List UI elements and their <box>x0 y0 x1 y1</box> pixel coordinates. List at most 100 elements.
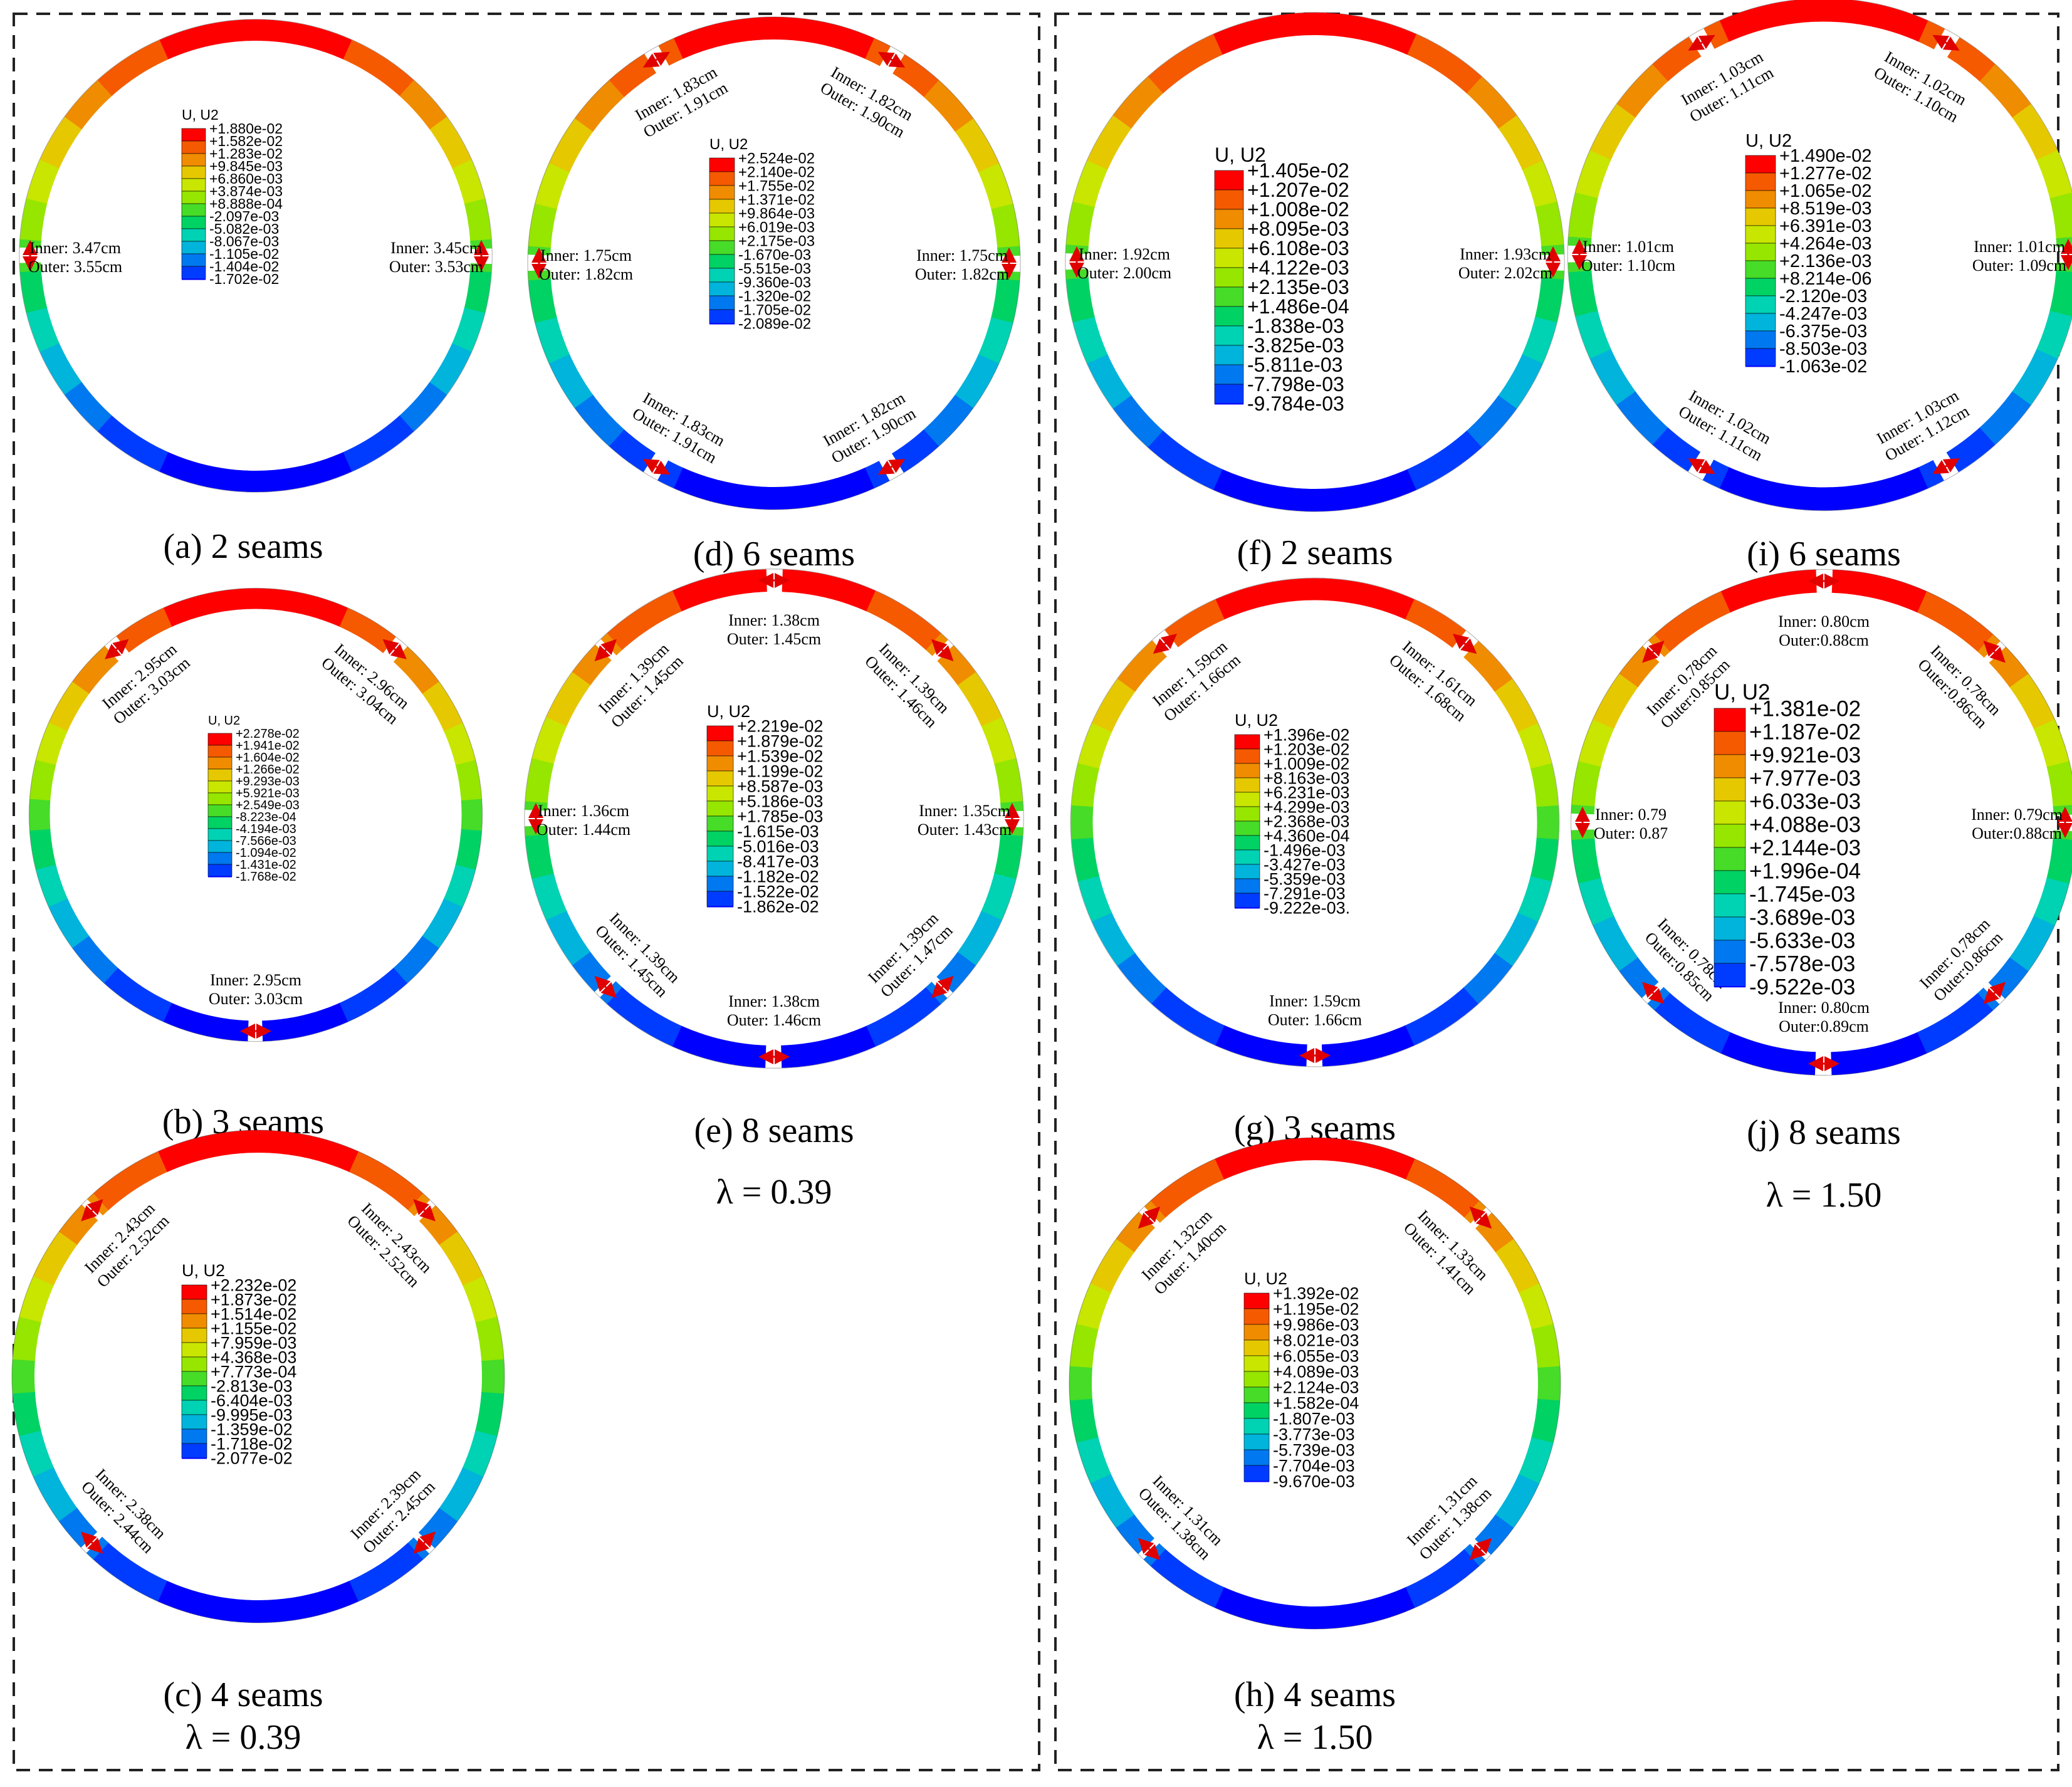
ring-segment <box>1573 301 1598 317</box>
ring-segment <box>1779 1 1792 26</box>
ring-segment <box>1847 485 1860 510</box>
legend-swatch <box>706 846 734 862</box>
ring-segment <box>1727 469 1745 495</box>
ring-segment <box>1599 929 1625 949</box>
ring-segment <box>21 1299 46 1315</box>
ring-segment <box>1633 76 1657 99</box>
legend-value: -7.798e-03 <box>1247 373 1344 396</box>
ring-segment <box>123 55 143 78</box>
ring-segment <box>1329 488 1341 511</box>
ring-segment <box>2033 142 2058 161</box>
ring-segment <box>318 1008 333 1031</box>
ring-segment <box>552 360 577 379</box>
ring-segment <box>582 963 606 986</box>
ring-segment <box>85 85 107 107</box>
ring-segment <box>1572 845 1597 858</box>
ring-segment <box>819 480 834 505</box>
ring-segment <box>1384 24 1401 50</box>
ring-segment <box>2022 930 2048 950</box>
legend-swatch <box>1214 189 1244 210</box>
ring-segment <box>970 693 995 713</box>
ring-segment <box>1524 1299 1549 1316</box>
ring-segment <box>1674 1007 1696 1032</box>
ring-segment <box>448 343 472 360</box>
ring-segment <box>1504 1253 1529 1273</box>
ring-segment <box>1090 360 1115 379</box>
ring-segment <box>1376 478 1392 503</box>
ring-segment <box>857 468 874 492</box>
ring-segment <box>1895 473 1912 499</box>
legend-value: +4.089e-03 <box>1273 1362 1359 1381</box>
ring-segment <box>577 657 601 679</box>
ring-segment <box>1519 1283 1544 1301</box>
ring-segment <box>952 951 976 973</box>
ring-segment <box>189 1591 204 1616</box>
ring-segment <box>479 1400 503 1412</box>
ring-segment <box>1160 440 1182 464</box>
ring-segment <box>273 1130 285 1155</box>
ring-segment <box>142 614 160 637</box>
legend-value: +1.396e-02 <box>1264 725 1349 744</box>
ring-segment <box>365 622 384 645</box>
ring-segment <box>1578 752 1604 767</box>
ring-segment <box>664 1022 682 1047</box>
ring-segment <box>91 409 112 432</box>
legend-value: -9.360e-03 <box>738 274 811 291</box>
ring-segment <box>1522 160 1547 178</box>
seam-inner-opening: Inner: 1.75cm <box>540 246 632 265</box>
ring-segment <box>1574 861 1599 875</box>
legend-value: -5.739e-03 <box>1273 1440 1355 1459</box>
seam-opening-arrow <box>642 459 671 475</box>
legend-value: -1.670e-03 <box>738 246 811 263</box>
ring-segment <box>998 842 1022 854</box>
ring-segment <box>1604 687 1630 708</box>
legend-swatch <box>182 1457 207 1459</box>
ring-segment <box>459 1467 484 1486</box>
ring-segment <box>1910 587 1928 613</box>
ring-segment <box>1095 706 1119 725</box>
ring-segment <box>443 891 466 908</box>
ring-segment <box>1154 65 1176 88</box>
ring-segment <box>444 722 466 739</box>
legend-swatch <box>706 800 734 817</box>
ring-segment <box>626 1001 647 1025</box>
ring-segment <box>1665 437 1687 462</box>
ring-segment <box>1212 469 1230 494</box>
ring-segment <box>1494 946 1517 967</box>
ring-segment <box>526 774 551 787</box>
ring-segment <box>1376 1147 1392 1171</box>
ring-segment <box>1075 867 1100 882</box>
ring-segment <box>1087 152 1112 170</box>
ring-segment <box>1493 395 1517 417</box>
ring-segment <box>184 1010 199 1033</box>
ring-segment <box>1175 50 1196 74</box>
ring-segment <box>1910 467 1928 493</box>
ring-segment <box>1535 201 1559 216</box>
ring-segment <box>1769 482 1784 507</box>
ring-segment <box>1163 1558 1184 1583</box>
legend-swatch <box>706 740 734 757</box>
ring-segment <box>186 597 200 619</box>
legend-swatch <box>1234 864 1260 879</box>
ring-segment <box>713 480 728 505</box>
ring-segment <box>528 857 552 871</box>
ring-segment <box>1895 11 1913 36</box>
ring-segment <box>1937 1017 1958 1042</box>
ring-segment <box>986 888 1012 905</box>
ring-segment <box>58 1507 82 1528</box>
ring-segment <box>1539 285 1563 298</box>
ring-segment <box>1796 1051 1808 1075</box>
ring-segment <box>1199 1018 1218 1042</box>
legend-value: -1.094e-02 <box>236 846 296 860</box>
ring-segment <box>1503 122 1527 143</box>
ring-segment <box>560 374 585 394</box>
ring-segment <box>1168 55 1189 79</box>
ring-segment <box>479 1342 504 1355</box>
ring-segment <box>1071 1413 1096 1427</box>
legend-swatch <box>1714 963 1746 987</box>
ring-segment <box>1279 1604 1292 1628</box>
ring-segment <box>206 23 219 46</box>
ring-segment <box>2042 326 2068 343</box>
legend-swatch <box>1243 1449 1270 1466</box>
ring-segment <box>433 911 456 929</box>
